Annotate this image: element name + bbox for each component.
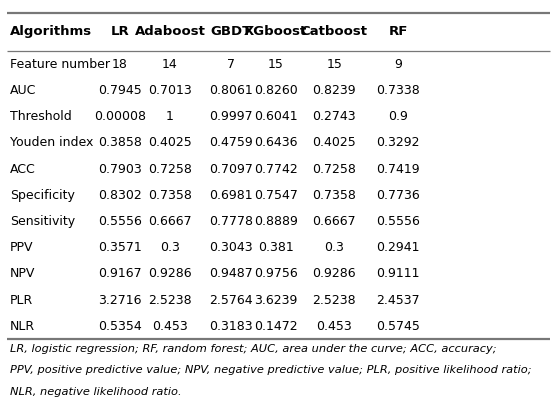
Text: 0.6981: 0.6981: [209, 189, 253, 202]
Text: PLR: PLR: [10, 294, 33, 307]
Text: PPV, positive predictive value; NPV, negative predictive value; PLR, positive li: PPV, positive predictive value; NPV, neg…: [10, 365, 531, 375]
Text: 0.9286: 0.9286: [312, 267, 356, 280]
Text: 0.4025: 0.4025: [312, 136, 356, 149]
Text: 0.9: 0.9: [388, 110, 408, 123]
Text: 0.5354: 0.5354: [98, 320, 141, 333]
Text: 0.8260: 0.8260: [254, 84, 297, 97]
Text: 0.4025: 0.4025: [148, 136, 192, 149]
Text: 0.7258: 0.7258: [148, 163, 192, 176]
Text: NPV: NPV: [10, 267, 36, 280]
Text: 18: 18: [112, 58, 128, 71]
Text: 0.9487: 0.9487: [209, 267, 253, 280]
Text: 0.7419: 0.7419: [377, 163, 420, 176]
Text: 2.5764: 2.5764: [209, 294, 253, 307]
Text: 0.7358: 0.7358: [312, 189, 356, 202]
Text: NLR, negative likelihood ratio.: NLR, negative likelihood ratio.: [10, 387, 182, 397]
Text: 0.1472: 0.1472: [254, 320, 297, 333]
Text: Feature number: Feature number: [10, 58, 110, 71]
Text: LR, logistic regression; RF, random forest; AUC, area under the curve; ACC, accu: LR, logistic regression; RF, random fore…: [10, 344, 497, 354]
Text: Threshold: Threshold: [10, 110, 72, 123]
Text: 0.7778: 0.7778: [209, 215, 253, 228]
Text: 0.00008: 0.00008: [94, 110, 146, 123]
Text: NLR: NLR: [10, 320, 35, 333]
Text: 2.5238: 2.5238: [148, 294, 192, 307]
Text: 0.5556: 0.5556: [377, 215, 420, 228]
Text: GBDT: GBDT: [211, 25, 252, 39]
Text: 0.7013: 0.7013: [148, 84, 192, 97]
Text: Specificity: Specificity: [10, 189, 75, 202]
Text: 0.8302: 0.8302: [98, 189, 141, 202]
Text: 0.6667: 0.6667: [312, 215, 356, 228]
Text: 2.4537: 2.4537: [377, 294, 420, 307]
Text: AUC: AUC: [10, 84, 36, 97]
Text: 0.9167: 0.9167: [98, 267, 141, 280]
Text: LR: LR: [110, 25, 129, 39]
Text: ACC: ACC: [10, 163, 36, 176]
Text: RF: RF: [389, 25, 408, 39]
Text: 3.2716: 3.2716: [98, 294, 141, 307]
Text: 15: 15: [268, 58, 284, 71]
Text: Adaboost: Adaboost: [134, 25, 206, 39]
Text: 0.9286: 0.9286: [148, 267, 192, 280]
Text: 0.3043: 0.3043: [209, 241, 253, 254]
Text: 3.6239: 3.6239: [254, 294, 297, 307]
Text: 0.3292: 0.3292: [377, 136, 420, 149]
Text: 0.7258: 0.7258: [312, 163, 356, 176]
Text: 0.2743: 0.2743: [312, 110, 356, 123]
Text: 0.2941: 0.2941: [377, 241, 420, 254]
Text: Sensitivity: Sensitivity: [10, 215, 75, 228]
Text: 0.3: 0.3: [160, 241, 180, 254]
Text: 0.9756: 0.9756: [254, 267, 297, 280]
Text: 0.9997: 0.9997: [209, 110, 253, 123]
Text: 0.7736: 0.7736: [377, 189, 420, 202]
Text: 0.453: 0.453: [152, 320, 188, 333]
Text: 0.7903: 0.7903: [98, 163, 141, 176]
Text: 2.5238: 2.5238: [312, 294, 356, 307]
Text: 15: 15: [326, 58, 342, 71]
Text: 14: 14: [162, 58, 178, 71]
Text: 0.7097: 0.7097: [209, 163, 253, 176]
Text: Algorithms: Algorithms: [10, 25, 92, 39]
Text: 0.6667: 0.6667: [148, 215, 192, 228]
Text: 0.8239: 0.8239: [312, 84, 356, 97]
Text: 0.7945: 0.7945: [98, 84, 141, 97]
Text: 9: 9: [394, 58, 402, 71]
Text: 0.7742: 0.7742: [254, 163, 297, 176]
Text: 0.8889: 0.8889: [254, 215, 297, 228]
Text: 0.3: 0.3: [324, 241, 344, 254]
Text: 0.5745: 0.5745: [377, 320, 420, 333]
Text: 0.7338: 0.7338: [377, 84, 420, 97]
Text: 0.6436: 0.6436: [254, 136, 297, 149]
Text: 0.5556: 0.5556: [98, 215, 141, 228]
Text: 0.3571: 0.3571: [98, 241, 141, 254]
Text: Catboost: Catboost: [301, 25, 368, 39]
Text: 0.8061: 0.8061: [209, 84, 253, 97]
Text: 0.7547: 0.7547: [254, 189, 297, 202]
Text: 0.453: 0.453: [316, 320, 352, 333]
Text: 0.3183: 0.3183: [209, 320, 253, 333]
Text: PPV: PPV: [10, 241, 33, 254]
Text: 0.3858: 0.3858: [98, 136, 141, 149]
Text: 0.381: 0.381: [258, 241, 294, 254]
Text: 1: 1: [166, 110, 174, 123]
Text: 0.7358: 0.7358: [148, 189, 192, 202]
Text: Youden index: Youden index: [10, 136, 94, 149]
Text: 0.9111: 0.9111: [377, 267, 420, 280]
Text: 0.6041: 0.6041: [254, 110, 297, 123]
Text: 7: 7: [227, 58, 235, 71]
Text: XGboost: XGboost: [244, 25, 307, 39]
Text: 0.4759: 0.4759: [209, 136, 253, 149]
